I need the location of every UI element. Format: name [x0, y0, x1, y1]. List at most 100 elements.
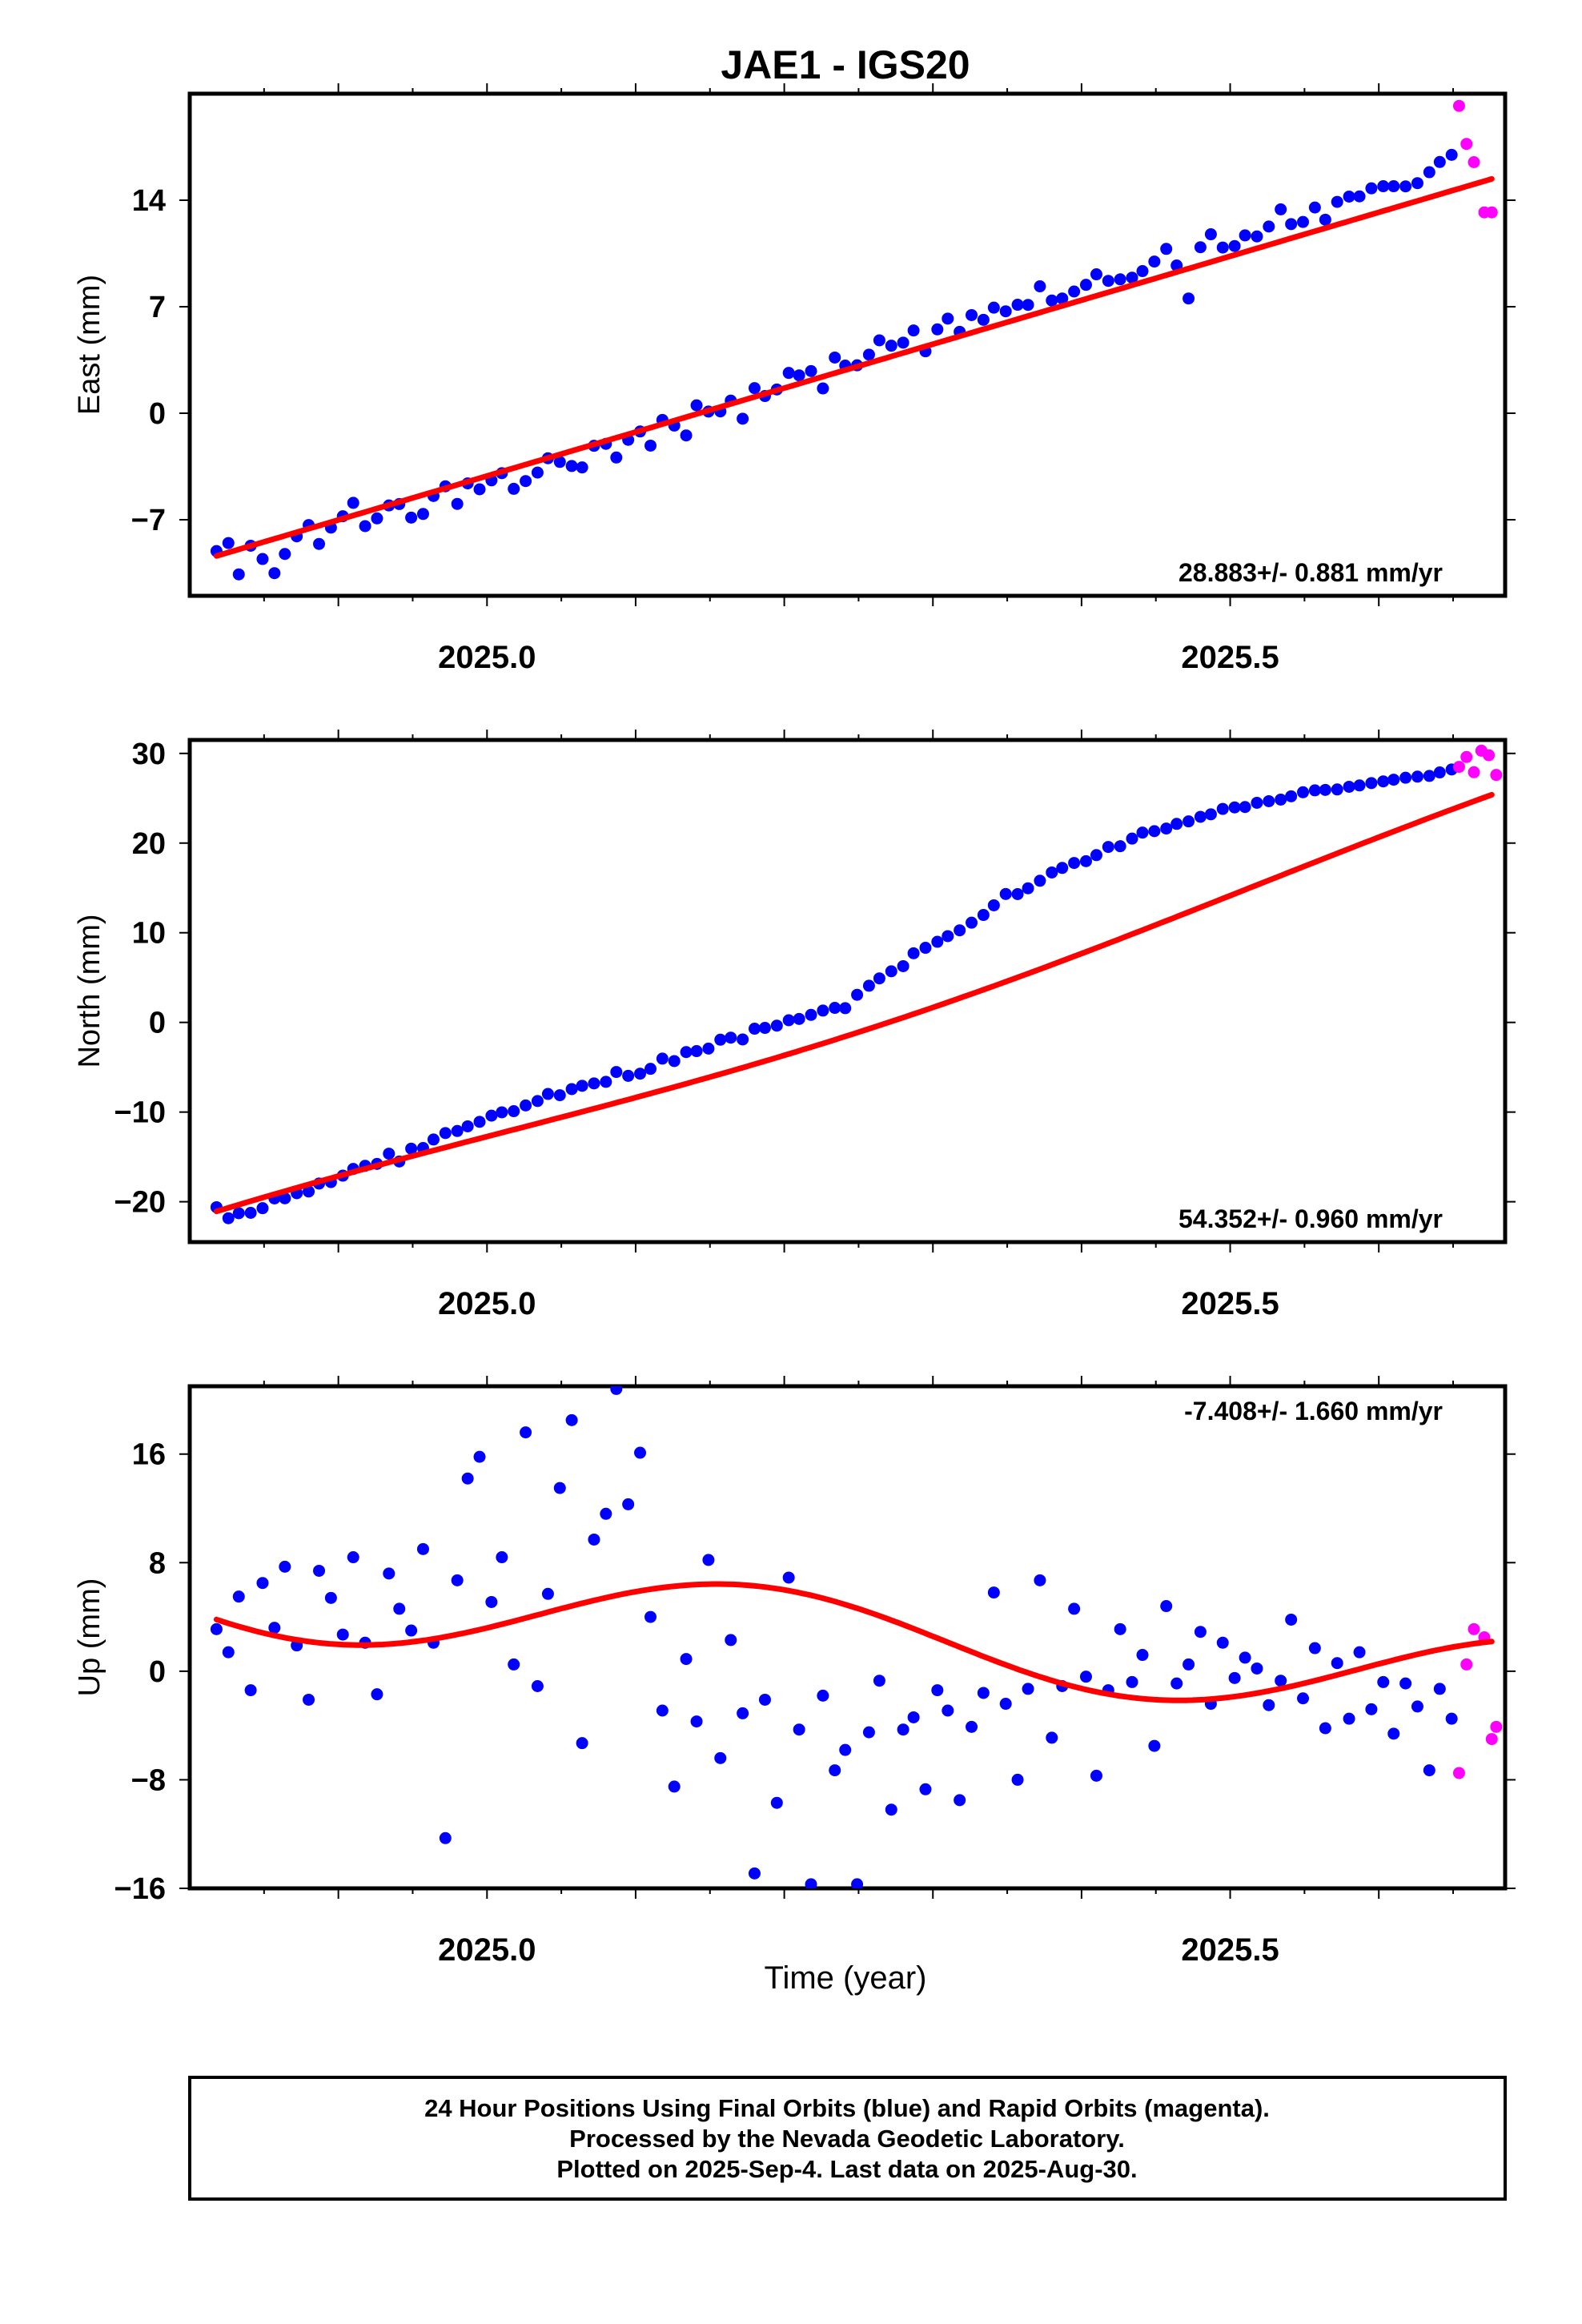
north-final-orbit-point — [461, 1120, 474, 1132]
north-final-orbit-point — [668, 1055, 681, 1068]
footer-line-1: 24 Hour Positions Using Final Orbits (bl… — [424, 2094, 1270, 2122]
up-final-orbit-point — [1046, 1731, 1058, 1744]
east-final-orbit-point — [690, 399, 703, 412]
x-axis-label: Time (year) — [765, 1960, 927, 1996]
east-final-orbit-point — [805, 364, 817, 377]
north-final-orbit-point — [1011, 887, 1024, 900]
up-final-orbit-point — [1263, 1699, 1275, 1711]
up-final-orbit-point — [805, 1878, 817, 1888]
north-final-orbit-point — [839, 1002, 852, 1015]
up-final-orbit-point — [748, 1867, 761, 1880]
up-final-orbit-point — [1285, 1613, 1298, 1626]
north-final-orbit-point — [279, 1192, 291, 1204]
east-final-orbit-point — [1399, 180, 1412, 193]
north-rapid-orbit-point — [1483, 749, 1496, 762]
north-final-orbit-point — [1343, 780, 1355, 793]
up-rapid-orbit-point — [1468, 1622, 1480, 1635]
north-x-tick-label: 2025.5 — [1181, 1286, 1279, 1321]
east-final-orbit-point — [371, 512, 383, 525]
up-final-orbit-point — [1114, 1622, 1126, 1635]
east-final-orbit-point — [451, 497, 464, 510]
up-final-orbit-point — [347, 1551, 359, 1564]
north-y-tick-label: −10 — [114, 1096, 166, 1130]
east-final-orbit-point — [793, 369, 805, 382]
up-final-orbit-point — [600, 1507, 612, 1520]
up-final-orbit-point — [496, 1551, 508, 1564]
up-final-orbit-point — [1170, 1677, 1183, 1690]
east-frame — [187, 91, 1508, 598]
east-final-orbit-point — [576, 461, 588, 474]
east-final-orbit-point — [1228, 239, 1241, 252]
north-final-orbit-point — [439, 1127, 452, 1140]
up-final-orbit-point — [371, 1688, 383, 1701]
east-final-orbit-point — [987, 301, 1000, 314]
east-final-orbit-point — [553, 456, 566, 468]
east-final-orbit-point — [416, 508, 429, 521]
north-final-orbit-point — [222, 1212, 235, 1224]
up-y-tick-label: −8 — [131, 1763, 166, 1797]
north-final-orbit-point — [680, 1046, 693, 1059]
north-final-orbit-point — [1387, 774, 1400, 786]
up-final-orbit-point — [873, 1675, 885, 1687]
north-final-orbit-point — [782, 1014, 795, 1027]
up-final-orbit-point — [1079, 1671, 1092, 1683]
up-final-orbit-point — [793, 1723, 805, 1736]
east-final-orbit-point — [1136, 265, 1149, 278]
north-final-orbit-point — [485, 1109, 498, 1122]
up-final-orbit-point — [1160, 1600, 1173, 1613]
up-final-orbit-point — [232, 1590, 245, 1603]
east-final-orbit-point — [1433, 155, 1446, 168]
north-final-orbit-point — [303, 1185, 315, 1198]
up-y-tick-label: −16 — [114, 1872, 166, 1906]
north-final-orbit-point — [897, 959, 909, 972]
up-final-orbit-point — [862, 1726, 875, 1739]
east-final-orbit-point — [1182, 292, 1195, 305]
east-final-orbit-point — [268, 567, 281, 580]
north-final-orbit-point — [405, 1142, 418, 1155]
east-final-orbit-point — [1343, 190, 1355, 203]
north-final-orbit-point — [1275, 793, 1287, 806]
east-final-orbit-point — [1034, 280, 1046, 293]
north-trend-line — [213, 791, 1495, 1215]
east-y-axis-label: East (mm) — [73, 275, 106, 415]
north-final-orbit-point — [987, 899, 1000, 911]
up-final-orbit-point — [1353, 1646, 1366, 1659]
footer-line-3: Plotted on 2025-Sep-4. Last data on 2025… — [556, 2155, 1137, 2183]
east-final-orbit-point — [748, 382, 761, 395]
east-final-orbit-point — [1251, 230, 1263, 243]
east-final-orbit-point — [999, 305, 1012, 318]
north-final-orbit-point — [451, 1124, 464, 1137]
east-final-orbit-point — [1365, 182, 1378, 195]
east-final-orbit-point — [1068, 285, 1081, 298]
north-final-orbit-point — [1204, 808, 1217, 821]
east-rate-label: 28.883+/- 0.881 mm/yr — [1178, 558, 1443, 587]
up-final-orbit-point — [383, 1567, 396, 1580]
north-final-orbit-point — [805, 1008, 817, 1021]
up-y-tick-label: 0 — [149, 1655, 166, 1689]
north-final-orbit-point — [1216, 802, 1229, 815]
north-final-orbit-point — [1285, 790, 1298, 802]
north-final-orbit-point — [1046, 866, 1058, 879]
east-final-orbit-point — [313, 537, 326, 550]
up-final-orbit-point — [244, 1684, 257, 1697]
up-final-orbit-point — [473, 1450, 486, 1463]
up-final-orbit-point — [1228, 1671, 1241, 1684]
east-final-orbit-point — [1239, 229, 1251, 242]
north-final-orbit-point — [829, 1002, 841, 1015]
east-final-orbit-point — [1056, 292, 1069, 305]
east-final-orbit-point — [1423, 166, 1435, 179]
north-final-orbit-point — [1377, 775, 1390, 788]
east-final-orbit-point — [1285, 218, 1298, 231]
north-final-orbit-point — [1319, 783, 1331, 796]
north-final-orbit-point — [942, 930, 954, 943]
north-final-orbit-point — [1194, 810, 1207, 823]
east-final-orbit-point — [1022, 299, 1034, 312]
north-final-orbit-point — [244, 1206, 257, 1219]
up-final-orbit-point — [829, 1764, 841, 1777]
north-final-orbit-point — [383, 1148, 396, 1160]
up-final-orbit-point — [485, 1595, 498, 1608]
up-final-orbit-point — [1216, 1636, 1229, 1649]
up-final-orbit-point — [966, 1720, 978, 1733]
north-final-orbit-point — [954, 924, 966, 937]
